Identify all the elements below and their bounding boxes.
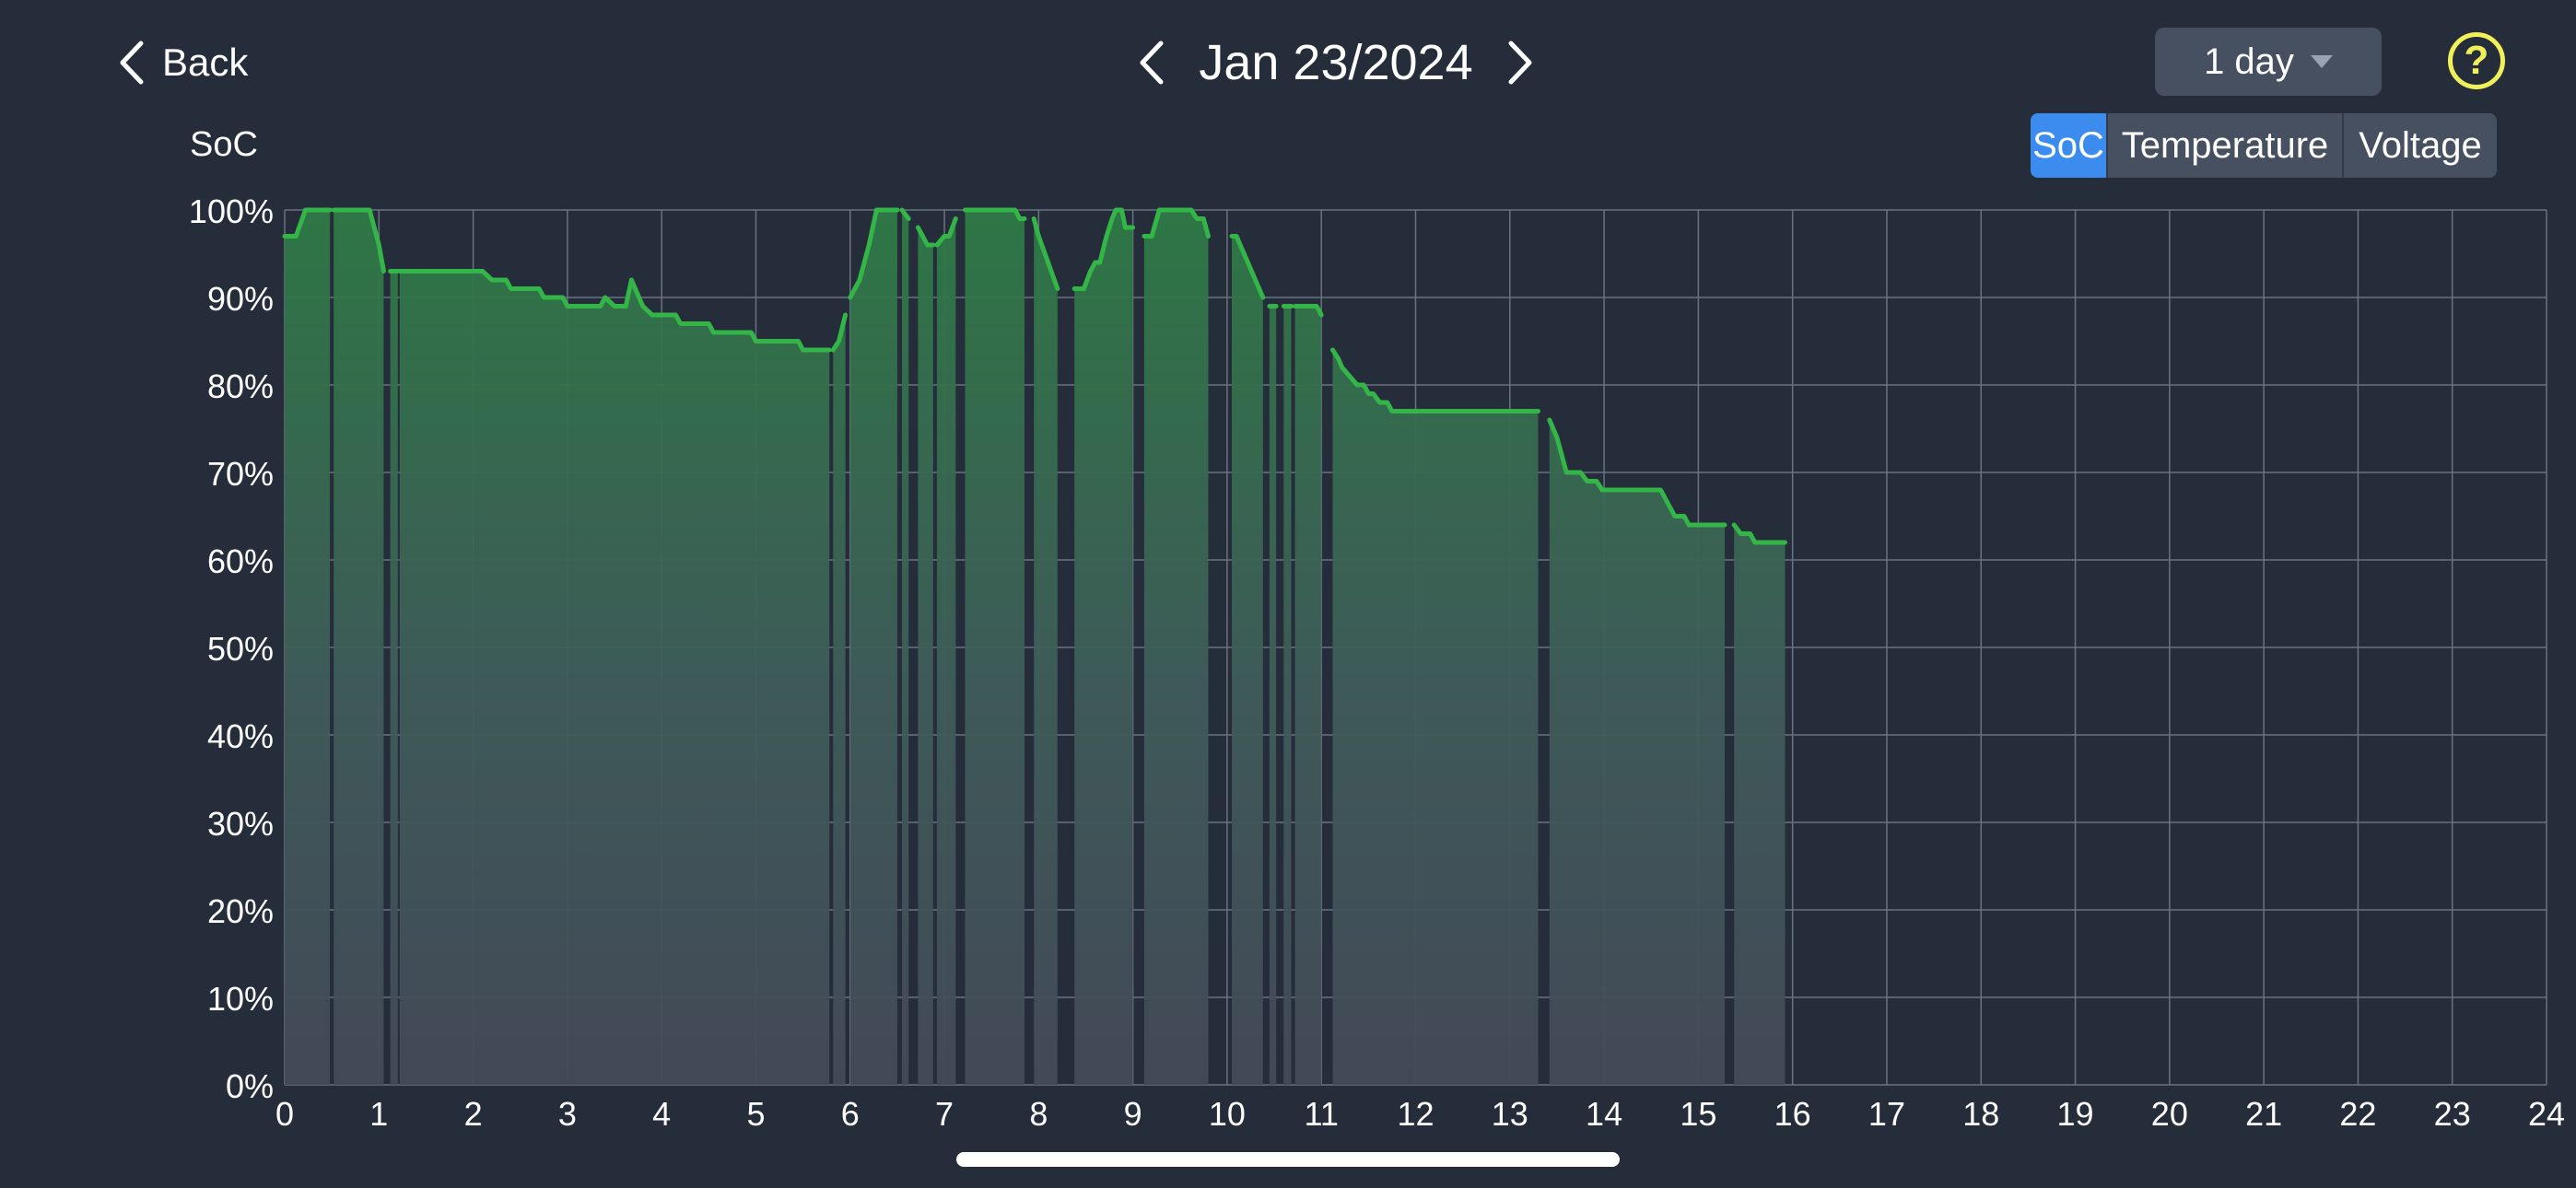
soc-area-segment [833, 315, 846, 1085]
soc-area-segment [849, 210, 897, 1085]
soc-line-segment [848, 207, 900, 300]
soc-area-segment [965, 210, 1025, 1085]
back-button[interactable]: Back [118, 37, 248, 88]
y-tick-label: 70% [207, 455, 274, 493]
tab-soc[interactable]: SoC [2031, 113, 2106, 178]
y-tick-label: 60% [207, 542, 274, 580]
x-tick-label: 23 [2434, 1095, 2471, 1133]
x-tick-label: 16 [1774, 1095, 1811, 1133]
x-tick-label: 24 [2528, 1095, 2565, 1133]
soc-area-segment [1143, 210, 1209, 1085]
soc-area-segment [390, 271, 398, 1085]
x-tick-label: 8 [1029, 1095, 1048, 1133]
x-tick-label: 21 [2245, 1095, 2282, 1133]
x-tick-label: 22 [2339, 1095, 2376, 1133]
x-tick-label: 14 [1586, 1095, 1622, 1133]
tab-voltage[interactable]: Voltage [2342, 113, 2497, 178]
y-tick-label: 80% [207, 367, 274, 405]
x-tick-label: 0 [275, 1095, 294, 1133]
x-tick-label: 18 [1962, 1095, 1999, 1133]
x-tick-label: 9 [1124, 1095, 1142, 1133]
chevron-left-icon [1140, 41, 1164, 85]
caret-down-icon [2310, 55, 2333, 68]
back-label: Back [162, 41, 249, 84]
soc-line-segment [899, 207, 911, 221]
x-tick-label: 6 [841, 1095, 860, 1133]
tab-temperature[interactable]: Temperature [2106, 113, 2342, 178]
soc-area-segment [334, 210, 384, 1085]
soc-area-segment [1283, 306, 1292, 1085]
next-day-button[interactable] [1502, 35, 1539, 90]
soc-line-segment [1229, 234, 1266, 300]
soc-area-segment [285, 210, 331, 1085]
soc-line-segment [397, 269, 832, 353]
date-navigator: Jan 23/2024 [1133, 28, 1539, 98]
y-tick-label: 20% [207, 892, 274, 930]
y-tick-label: 50% [207, 630, 274, 668]
soc-area-segment [936, 218, 956, 1085]
y-tick-label: 0% [226, 1067, 274, 1105]
x-tick-label: 15 [1680, 1095, 1716, 1133]
soc-line-segment [963, 207, 1027, 221]
soc-line-segment [1293, 304, 1324, 318]
x-tick-label: 19 [2057, 1095, 2094, 1133]
y-tick-label: 90% [207, 280, 274, 318]
soc-line-segment [915, 225, 936, 248]
soc-line-segment [1071, 207, 1136, 291]
x-tick-label: 17 [1868, 1095, 1905, 1133]
soc-area-segment [1549, 420, 1725, 1085]
soc-line-segment [1731, 522, 1787, 545]
range-label: 1 day [2204, 41, 2294, 82]
previous-day-button[interactable] [1133, 35, 1170, 90]
x-tick-label: 3 [558, 1095, 577, 1133]
soc-line-segment [1142, 207, 1211, 239]
x-tick-label: 4 [652, 1095, 671, 1133]
y-tick-label: 10% [207, 980, 274, 1018]
x-tick-label: 11 [1305, 1095, 1339, 1133]
x-tick-label: 7 [935, 1095, 954, 1133]
soc-area-segment [1294, 306, 1322, 1085]
soc-area-segment [1034, 218, 1058, 1085]
soc-line-segment [1031, 216, 1060, 291]
y-tick-label: 40% [207, 717, 274, 755]
home-indicator [956, 1152, 1620, 1167]
x-tick-label: 5 [746, 1095, 765, 1133]
chevron-right-icon [1508, 41, 1532, 85]
x-tick-label: 1 [369, 1095, 388, 1133]
soc-area-segment [399, 271, 830, 1085]
x-tick-label: 2 [464, 1095, 483, 1133]
chevron-left-icon [120, 41, 144, 85]
soc-area-segment [1232, 236, 1263, 1085]
x-tick-label: 20 [2151, 1095, 2188, 1133]
help-icon[interactable]: ? [2448, 32, 2505, 89]
range-dropdown[interactable]: 1 day [2155, 28, 2382, 96]
x-tick-label: 12 [1397, 1095, 1434, 1133]
soc-line-segment [1330, 347, 1540, 413]
x-tick-label: 10 [1209, 1095, 1246, 1133]
soc-area-segment [902, 210, 909, 1085]
soc-line-segment [934, 216, 958, 248]
soc-area-segment [1269, 306, 1277, 1085]
y-tick-label: 100% [189, 192, 274, 230]
metric-segmented-control: SoC Temperature Voltage [2031, 113, 2497, 178]
soc-area-segment [918, 227, 933, 1085]
x-tick-label: 13 [1492, 1095, 1528, 1133]
soc-line-segment [282, 207, 333, 239]
soc-line-segment [830, 312, 849, 353]
soc-area-segment [1074, 210, 1133, 1085]
y-tick-label: 30% [207, 805, 274, 843]
soc-area-segment [1332, 350, 1539, 1085]
y-axis-title: SoC [190, 125, 258, 164]
date-label: Jan 23/2024 [1199, 35, 1473, 90]
soc-line-segment [331, 207, 386, 274]
soc-line-segment [1547, 417, 1727, 528]
soc-area-segment [1734, 525, 1786, 1085]
